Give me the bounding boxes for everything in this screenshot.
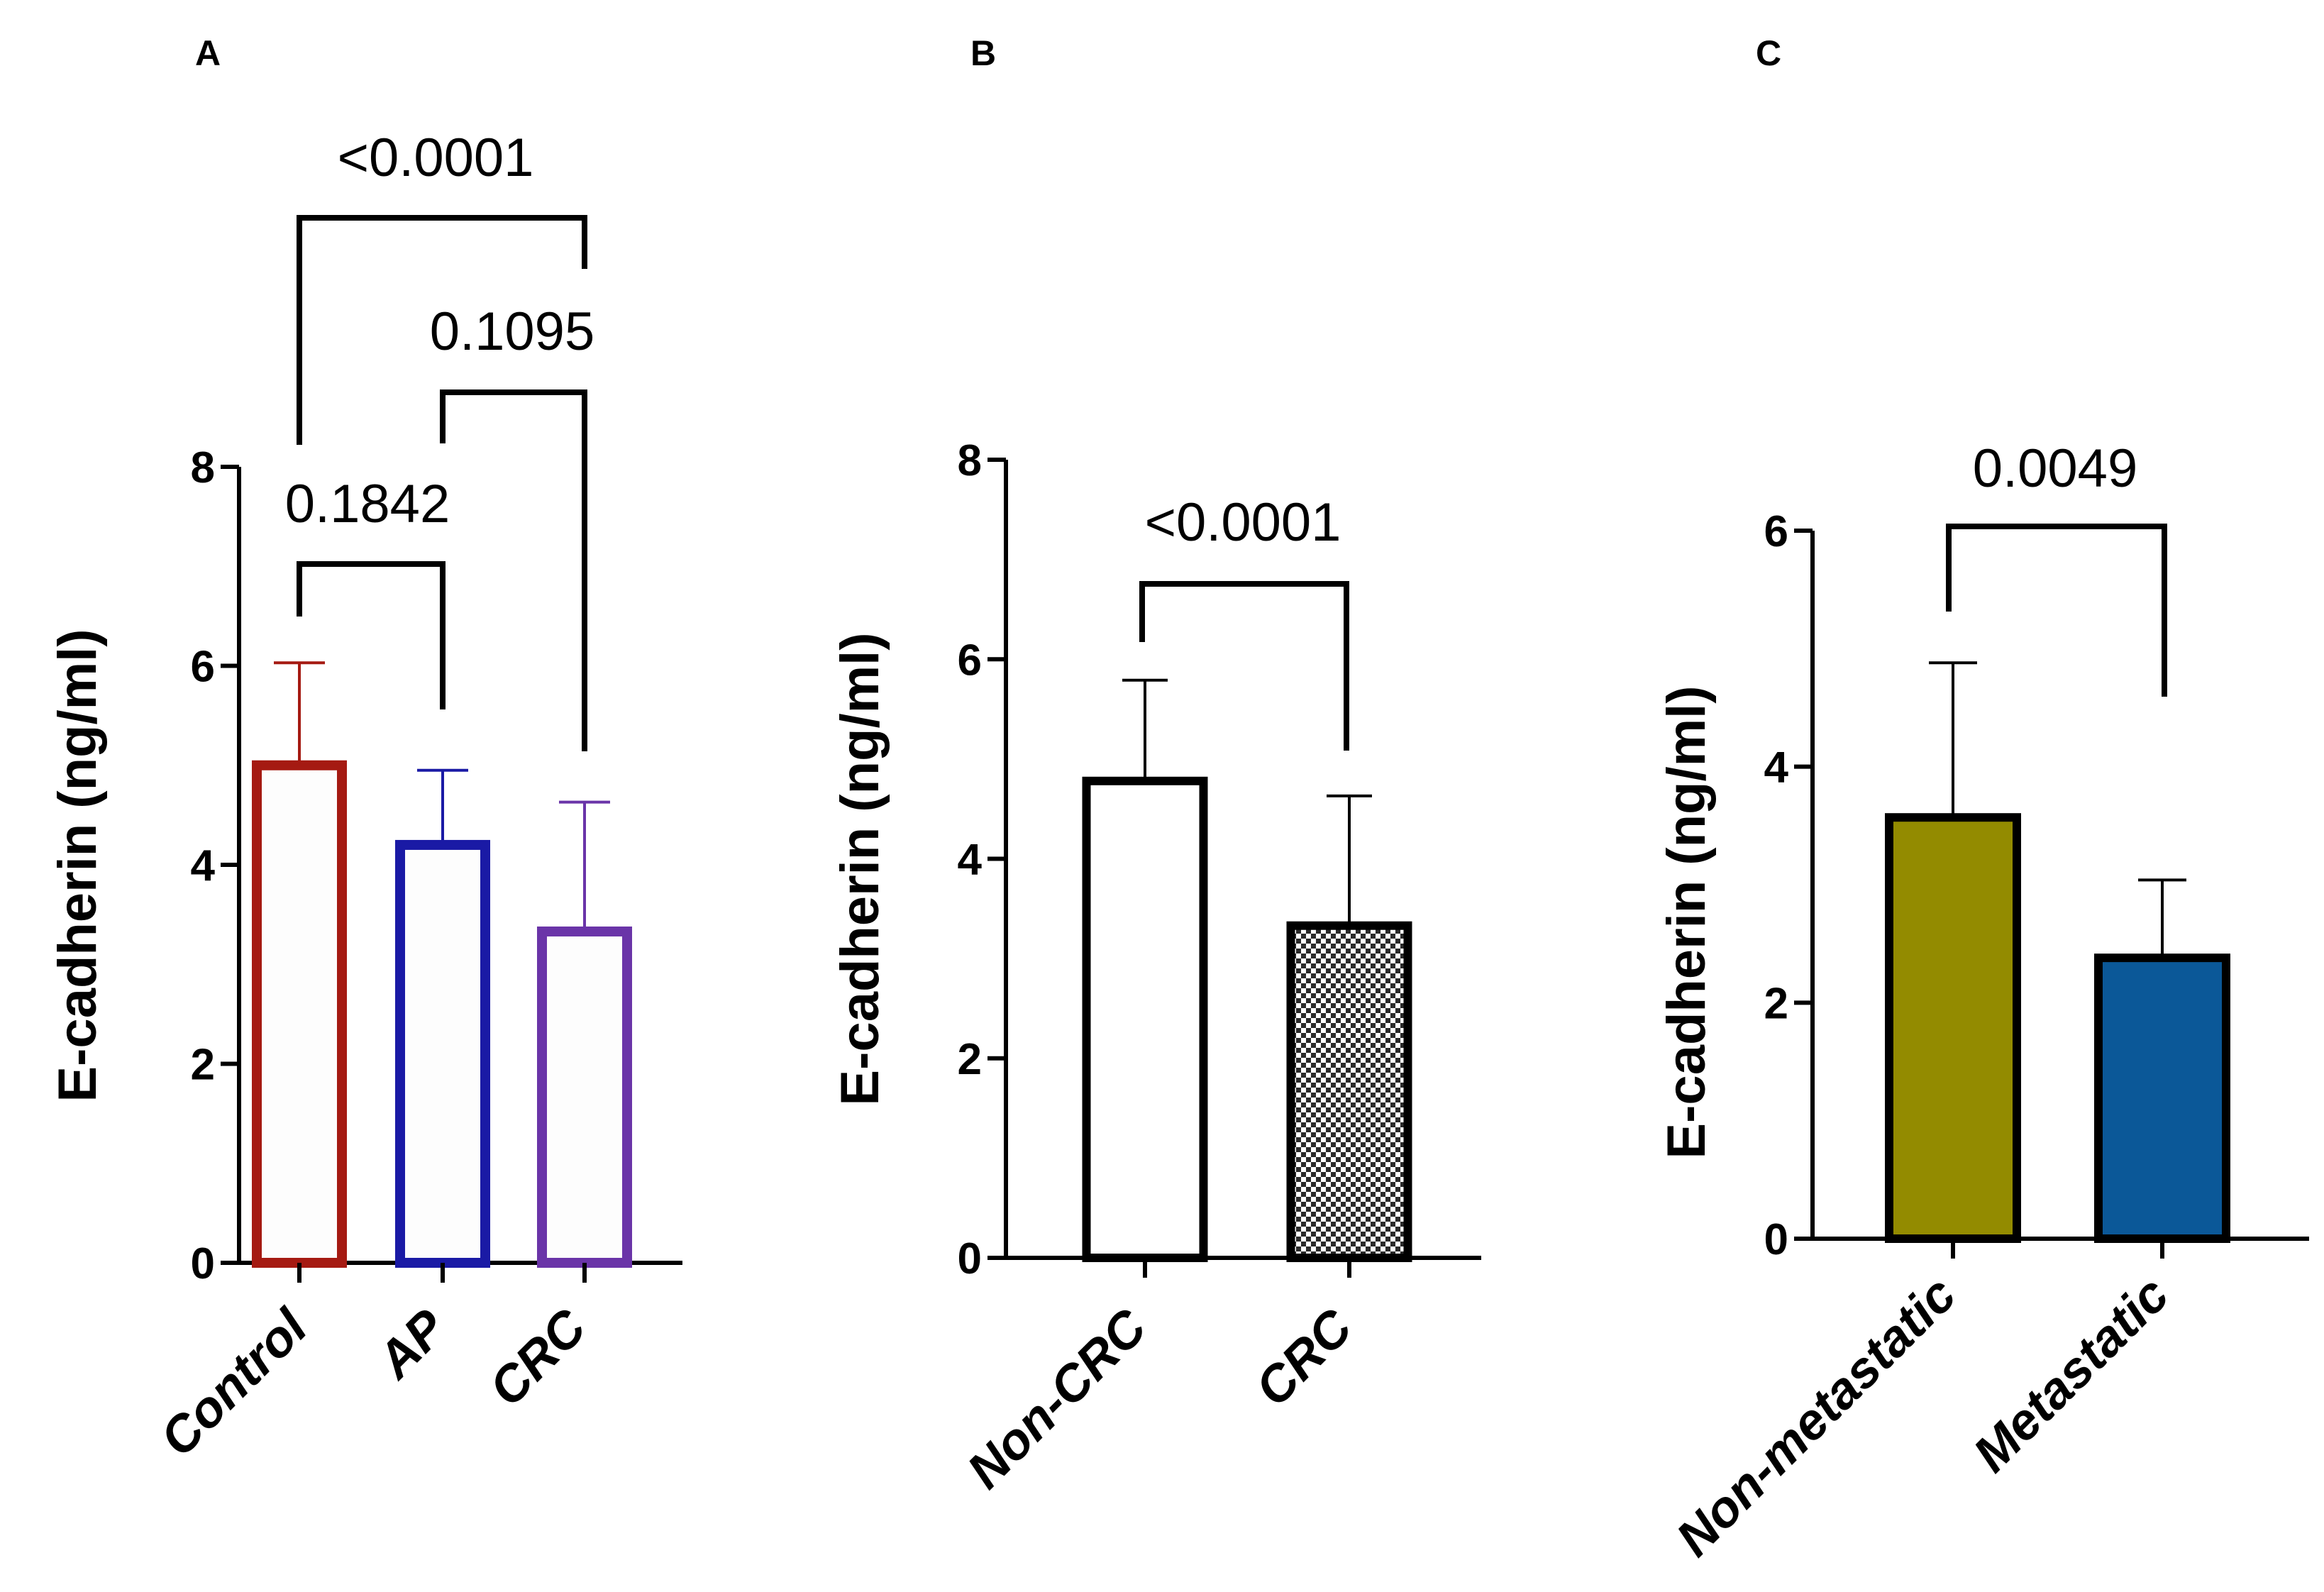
y-tick-label: 6 <box>958 636 982 685</box>
significance-bracket <box>297 215 587 445</box>
panel-letter: C <box>1756 33 1781 73</box>
category-label: CRC <box>478 1298 597 1417</box>
category-label: Control <box>150 1298 319 1467</box>
y-tick-label: 4 <box>1764 744 1789 792</box>
y-tick-label: 0 <box>191 1239 215 1288</box>
bar-control <box>252 760 347 1268</box>
panel-a: A 0 2 4 6 8 E-cadherin (ng/ml) Control AP CRC 0.18… <box>48 33 682 1467</box>
bar-non-crc <box>1082 776 1208 1262</box>
category-label: Non-CRC <box>957 1298 1158 1499</box>
p-value-label: 0.1842 <box>285 474 450 534</box>
y-tick-label: 0 <box>1764 1215 1788 1264</box>
y-tick-label: 8 <box>958 436 982 485</box>
bar-crc <box>1286 921 1412 1262</box>
y-tick-label: 4 <box>191 841 216 890</box>
y-tick-label: 6 <box>191 643 215 692</box>
bar-non-metastatic <box>1885 813 2021 1243</box>
p-value-label: <0.0001 <box>338 128 534 188</box>
category-label: CRC <box>1244 1298 1363 1417</box>
y-axis-label: E-cadherin (ng/ml) <box>48 629 108 1102</box>
p-value-label: 0.0049 <box>1973 438 2137 499</box>
category-label: Non-metastatic <box>1666 1266 1966 1567</box>
p-value-label: <0.0001 <box>1145 492 1341 553</box>
bar-metastatic <box>2094 953 2230 1244</box>
p-value-label: 0.1095 <box>430 302 594 362</box>
significance-bracket <box>297 561 446 709</box>
y-tick-label: 0 <box>958 1234 982 1283</box>
panel-letter: A <box>195 33 221 73</box>
significance-bracket <box>1139 581 1349 751</box>
significance-bracket <box>440 389 587 751</box>
y-axis-label: E-cadherin (ng/ml) <box>830 632 890 1105</box>
y-axis-label: E-cadherin (ng/ml) <box>1656 685 1717 1159</box>
y-tick-label: 6 <box>1764 507 1788 556</box>
bar-ap <box>395 839 490 1268</box>
panel-b: B 0 2 4 6 8 E-cadherin (ng/ml) Non-CRC CRC <0.000… <box>830 33 1481 1500</box>
y-tick-label: 4 <box>958 836 983 885</box>
y-tick-label: 2 <box>1764 979 1788 1028</box>
panel-c: C 0 2 4 6 E-cadherin (ng/ml) Non-metastaticMet… <box>1656 33 2309 1567</box>
category-label: Metastatic <box>1963 1266 2180 1483</box>
y-tick-label: 8 <box>191 443 215 492</box>
bar-crc <box>537 926 632 1268</box>
panel-letter: B <box>970 33 996 73</box>
significance-bracket <box>1946 524 2167 697</box>
y-tick-label: 2 <box>958 1035 982 1084</box>
category-label: AP <box>366 1298 458 1390</box>
y-tick-label: 2 <box>191 1041 215 1090</box>
